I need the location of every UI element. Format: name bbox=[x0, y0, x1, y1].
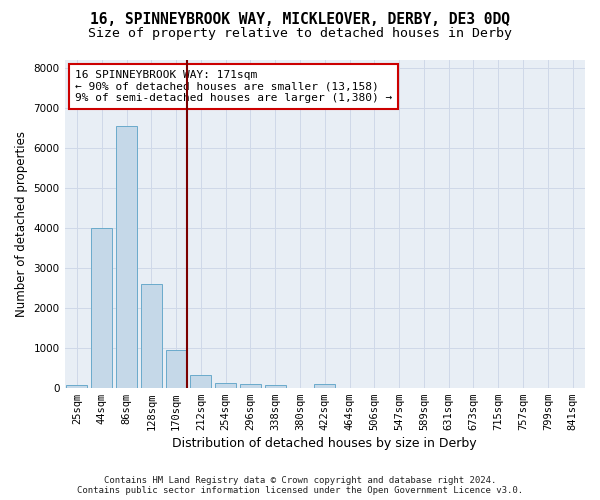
Text: Contains HM Land Registry data © Crown copyright and database right 2024.
Contai: Contains HM Land Registry data © Crown c… bbox=[77, 476, 523, 495]
X-axis label: Distribution of detached houses by size in Derby: Distribution of detached houses by size … bbox=[172, 437, 477, 450]
Bar bbox=[166, 350, 187, 388]
Bar bbox=[190, 375, 211, 388]
Text: Size of property relative to detached houses in Derby: Size of property relative to detached ho… bbox=[88, 28, 512, 40]
Bar bbox=[215, 383, 236, 388]
Bar bbox=[116, 126, 137, 388]
Bar bbox=[91, 228, 112, 388]
Bar bbox=[314, 384, 335, 388]
Text: 16 SPINNEYBROOK WAY: 171sqm
← 90% of detached houses are smaller (13,158)
9% of : 16 SPINNEYBROOK WAY: 171sqm ← 90% of det… bbox=[75, 70, 392, 103]
Bar bbox=[67, 386, 88, 388]
Bar bbox=[240, 384, 261, 388]
Bar bbox=[141, 284, 162, 388]
Y-axis label: Number of detached properties: Number of detached properties bbox=[15, 131, 28, 317]
Text: 16, SPINNEYBROOK WAY, MICKLEOVER, DERBY, DE3 0DQ: 16, SPINNEYBROOK WAY, MICKLEOVER, DERBY,… bbox=[90, 12, 510, 28]
Bar bbox=[265, 386, 286, 388]
